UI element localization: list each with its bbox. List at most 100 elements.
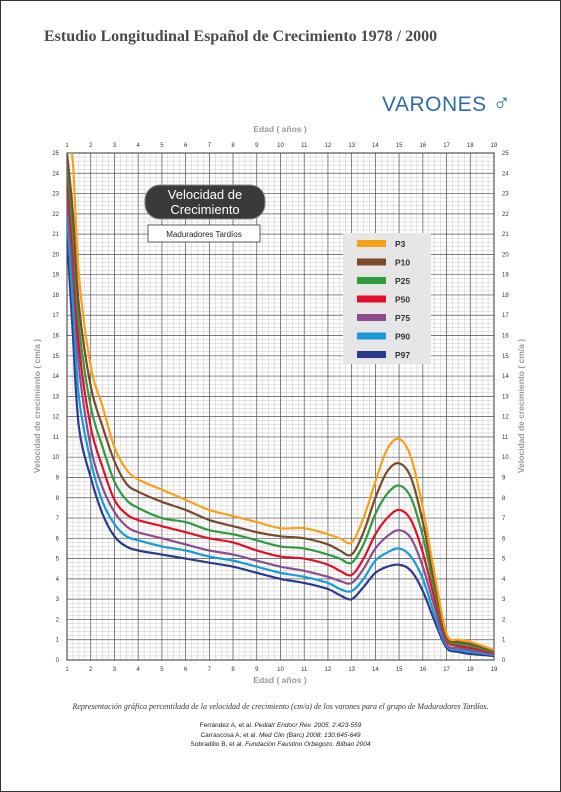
legend-label-p3: P3 bbox=[395, 239, 406, 249]
y-tick-label-right: 5 bbox=[502, 557, 506, 563]
y-tick-label-right: 3 bbox=[502, 597, 506, 603]
legend-label-p97: P97 bbox=[395, 350, 410, 360]
x-tick-label-top: 16 bbox=[419, 143, 426, 149]
y-tick-label-right: 24 bbox=[502, 171, 509, 177]
y-tick-label-left: 16 bbox=[52, 334, 59, 340]
y-tick-label-left: 20 bbox=[52, 252, 59, 258]
legend-label-p10: P10 bbox=[395, 258, 410, 268]
document-title: Estudio Longitudinal Español de Crecimie… bbox=[44, 28, 438, 45]
reference-item: Sobradillo B, et al. Fundación Faustino … bbox=[190, 741, 371, 748]
x-tick-label-top: 17 bbox=[443, 143, 450, 149]
y-tick-label-right: 10 bbox=[502, 455, 509, 461]
x-tick-label-top: 2 bbox=[89, 143, 93, 149]
y-tick-label-left: 19 bbox=[52, 273, 59, 279]
y-tick-label-right: 0 bbox=[502, 658, 506, 664]
series-line-p90 bbox=[67, 213, 494, 657]
legend-swatch-p3 bbox=[357, 240, 386, 247]
y-tick-label-right: 22 bbox=[502, 212, 509, 218]
plot-border bbox=[66, 152, 495, 661]
chart-title-line2: Crecimiento bbox=[170, 202, 239, 217]
y-tick-label-left: 24 bbox=[52, 171, 59, 177]
x-tick-label-bottom: 7 bbox=[208, 667, 212, 673]
y-tick-label-right: 13 bbox=[502, 394, 509, 400]
y-tick-label-left: 0 bbox=[56, 658, 60, 664]
y-tick-label-left: 4 bbox=[56, 577, 60, 583]
legend-swatch-p97 bbox=[357, 351, 386, 358]
x-tick-label-bottom: 18 bbox=[467, 667, 474, 673]
legend-label-p25: P25 bbox=[395, 276, 410, 286]
x-tick-label-top: 6 bbox=[184, 143, 188, 149]
x-tick-label-top: 11 bbox=[301, 143, 308, 149]
chart-title-badge: Velocidad de Crecimiento bbox=[144, 184, 266, 220]
y-tick-label-right: 19 bbox=[502, 273, 509, 279]
male-symbol-icon: ♂ bbox=[492, 90, 512, 117]
y-tick-label-right: 20 bbox=[502, 252, 509, 258]
references: Ferrández A, et al. Pediatr Endocr Rev. … bbox=[0, 721, 561, 750]
y-tick-label-left: 15 bbox=[52, 354, 59, 360]
legend-label-p90: P90 bbox=[395, 332, 410, 342]
x-tick-label-top: 14 bbox=[372, 143, 379, 149]
reference-item: Ferrández A, et al. Pediatr Endocr Rev. … bbox=[199, 722, 362, 729]
x-tick-label-top: 8 bbox=[231, 143, 235, 149]
chart-subtitle: Maduradores Tardíos bbox=[166, 230, 241, 239]
y-tick-label-left: 7 bbox=[56, 516, 60, 522]
figure-caption: Representación gráfica percentilada de l… bbox=[72, 702, 489, 711]
x-tick-label-bottom: 13 bbox=[348, 667, 355, 673]
x-tick-label-bottom: 14 bbox=[372, 667, 379, 673]
legend-swatch-p90 bbox=[357, 332, 386, 340]
y-tick-label-right: 1 bbox=[502, 638, 506, 644]
y-tick-label-right: 11 bbox=[502, 435, 509, 441]
y-tick-label-right: 12 bbox=[502, 415, 509, 421]
axis-tick-labels: 1122334455667788991010111112121313141415… bbox=[52, 143, 509, 673]
y-tick-label-left: 13 bbox=[52, 394, 59, 400]
y-tick-label-left: 9 bbox=[56, 475, 60, 481]
y-tick-label-right: 7 bbox=[502, 516, 506, 522]
series-line-p97 bbox=[67, 234, 494, 658]
growth-velocity-chart: 1122334455667788991010111112121313141415… bbox=[32, 124, 526, 685]
reference-item: Carrascosa A, et al. Med Clin (Barc) 200… bbox=[200, 731, 361, 739]
x-tick-label-bottom: 19 bbox=[491, 667, 498, 673]
y-tick-label-left: 6 bbox=[56, 536, 60, 542]
y-tick-label-right: 25 bbox=[502, 151, 509, 157]
y-tick-label-left: 23 bbox=[52, 192, 59, 198]
legend-swatch-p75 bbox=[357, 314, 386, 321]
y-tick-label-left: 12 bbox=[52, 415, 59, 421]
y-tick-label-left: 22 bbox=[52, 212, 59, 218]
chart-title: Velocidad de bbox=[168, 187, 242, 202]
y-tick-label-right: 4 bbox=[502, 577, 506, 583]
y-tick-label-right: 21 bbox=[502, 232, 509, 238]
series-line-p75 bbox=[67, 193, 494, 656]
y-tick-label-left: 10 bbox=[52, 455, 59, 461]
legend-swatch-p25 bbox=[357, 277, 386, 284]
x-tick-label-bottom: 12 bbox=[325, 667, 332, 673]
legend-label-p50: P50 bbox=[395, 295, 410, 305]
legend-swatch-p50 bbox=[357, 295, 386, 303]
y-tick-label-left: 3 bbox=[56, 597, 60, 603]
x-tick-label-bottom: 15 bbox=[396, 667, 403, 673]
legend-label-p75: P75 bbox=[395, 313, 410, 323]
y-tick-label-left: 1 bbox=[56, 638, 60, 644]
y-tick-label-right: 15 bbox=[502, 354, 509, 360]
y-tick-label-left: 17 bbox=[52, 313, 59, 319]
x-tick-label-top: 15 bbox=[396, 143, 403, 149]
x-tick-label-bottom: 2 bbox=[89, 667, 93, 673]
x-tick-label-bottom: 1 bbox=[65, 667, 69, 673]
x-tick-label-bottom: 5 bbox=[160, 667, 164, 673]
y-axis-title-left: Velocidad de crecimiento ( cm/a ) bbox=[32, 339, 42, 473]
y-tick-label-left: 2 bbox=[56, 617, 60, 623]
x-tick-label-bottom: 16 bbox=[419, 667, 426, 673]
x-tick-label-top: 1 bbox=[65, 143, 69, 149]
y-tick-label-left: 8 bbox=[56, 496, 60, 502]
legend: P3 P10 P25 P50 P75 P90 P97 bbox=[343, 233, 431, 364]
x-tick-label-top: 12 bbox=[325, 143, 332, 149]
x-tick-label-bottom: 17 bbox=[443, 667, 450, 673]
gender-label: VARONES ♂ bbox=[382, 90, 511, 118]
y-tick-label-left: 21 bbox=[52, 232, 59, 238]
series-line-p3 bbox=[70, 153, 494, 651]
x-tick-label-bottom: 6 bbox=[184, 667, 188, 673]
x-tick-label-bottom: 10 bbox=[277, 667, 284, 673]
y-tick-label-right: 14 bbox=[502, 374, 509, 380]
x-tick-label-top: 7 bbox=[208, 143, 212, 149]
y-axis-title-right: Velocidad de crecimiento ( cm/a ) bbox=[516, 339, 526, 473]
x-tick-label-bottom: 9 bbox=[255, 667, 259, 673]
